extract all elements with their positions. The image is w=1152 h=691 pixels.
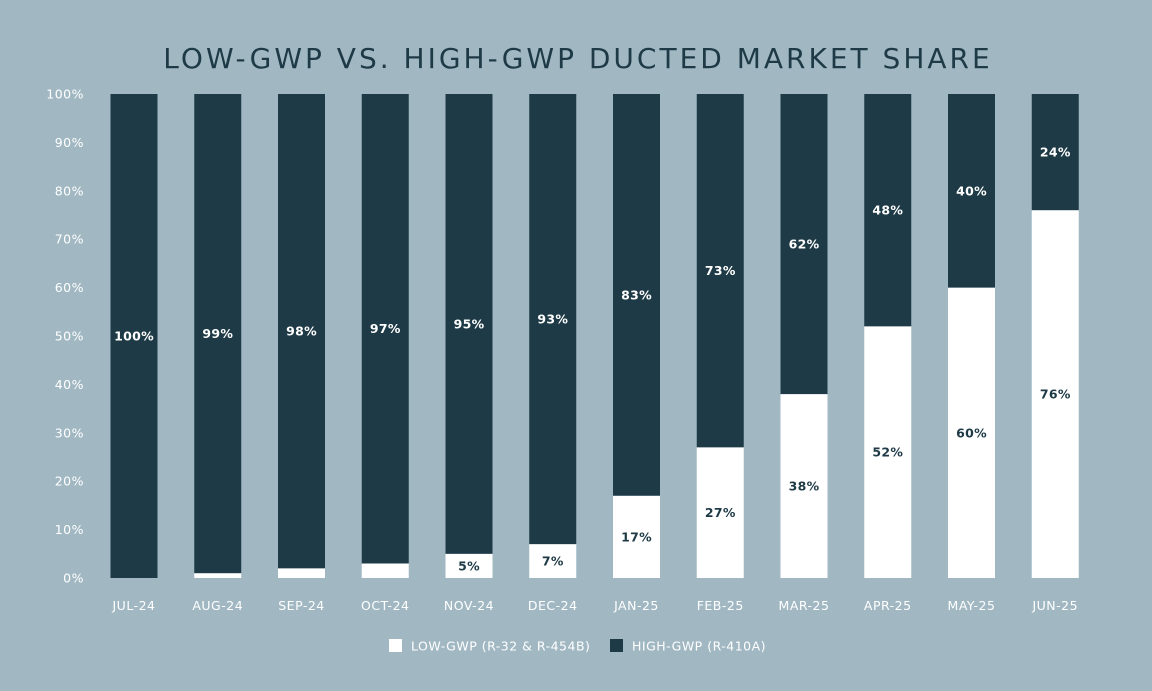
legend-item-low-gwp: LOW-GWP (R-32 & R-454B) [389,639,590,654]
data-label-low-gwp: 52% [872,445,903,460]
bar-segment-high-gwp [529,94,577,545]
data-label-low-gwp: 27% [705,505,736,520]
data-label-high-gwp: 97% [370,321,401,336]
x-axis: JUL-24 AUG-24 SEP-24 OCT-24 NOV-24 DEC-24 JAN-… [112,598,1078,613]
x-tick-label: JUN-25 [1031,598,1078,613]
data-label-low-gwp: 7% [542,554,564,569]
bar-segment-high-gwp [278,94,325,569]
legend-swatch [610,639,623,652]
bar-segment-high-gwp [1031,94,1079,211]
data-label-high-gwp: 100% [114,329,154,344]
bar-segment-low-gwp [948,287,995,578]
y-tick-label: 100% [46,87,84,102]
y-tick-label: 0% [63,571,84,586]
data-label-low-gwp: 60% [956,425,987,440]
x-tick-label: MAR-25 [779,598,830,613]
x-tick-label: OCT-24 [361,598,409,613]
data-label-high-gwp: 99% [202,326,233,341]
chart-title: LOW-GWP VS. HIGH-GWP DUCTED MARKET SHARE [163,42,992,75]
bar-segment-high-gwp [948,94,995,288]
bar-segment-high-gwp [361,94,409,564]
y-tick-label: 60% [55,280,84,295]
x-tick-label: DEC-24 [528,598,578,613]
x-tick-label: AUG-24 [192,598,243,613]
data-label-low-gwp: 5% [458,558,480,573]
bar-segment-high-gwp [613,94,660,496]
data-label-high-gwp: 95% [454,316,485,331]
bar-segment-low-gwp [613,495,660,578]
y-tick-label: 90% [55,135,84,150]
bar-segment-low-gwp [194,573,242,578]
data-label-low-gwp: 17% [621,529,652,544]
bar-segment-high-gwp [445,94,493,554]
data-label-high-gwp: 93% [537,312,568,327]
y-tick-label: 80% [55,183,84,198]
x-tick-label: MAY-25 [948,598,996,613]
y-tick-label: 50% [55,329,84,344]
data-label-high-gwp: 24% [1040,145,1071,160]
bar-segment-high-gwp [696,94,744,448]
bar-segment-low-gwp [1031,210,1079,578]
x-tick-label: JUL-24 [112,598,156,613]
x-tick-label: JAN-25 [613,598,659,613]
bar-segment-high-gwp [780,94,828,395]
bar-segment-high-gwp [110,94,158,578]
legend-label: HIGH-GWP (R-410A) [632,639,766,654]
x-tick-label: NOV-24 [444,598,494,613]
data-label-high-gwp: 73% [705,263,736,278]
x-tick-label: SEP-24 [278,598,325,613]
data-label-low-gwp: 76% [1040,387,1071,402]
bar-segment-low-gwp [445,553,493,578]
y-tick-label: 40% [55,377,84,392]
bar-segment-low-gwp [529,544,577,578]
bar-segment-low-gwp [696,447,744,578]
legend-label: LOW-GWP (R-32 & R-454B) [411,639,590,654]
bar-segment-low-gwp [278,568,325,578]
y-tick-label: 20% [55,474,84,489]
y-tick-label: 70% [55,232,84,247]
bar-segment-low-gwp [864,326,912,578]
data-label-high-gwp: 40% [956,183,987,198]
x-tick-label: APR-25 [864,598,912,613]
data-label-high-gwp: 62% [789,237,820,252]
legend-item-high-gwp: HIGH-GWP (R-410A) [610,639,766,654]
data-label-high-gwp: 48% [872,203,903,218]
bar-segment-high-gwp [864,94,912,327]
legend-swatch [389,639,402,652]
legend: LOW-GWP (R-32 & R-454B) HIGH-GWP (R-410A) [389,639,766,654]
y-axis: 0% 10% 20% 30% 40% 50% 60% 70% 80% 90% 100% [46,87,84,586]
y-tick-label: 30% [55,425,84,440]
bar-group: 100% 99% 98% 97% 95% 5% 93% 7% 83% 17% 73% 27% 62% 38… [110,94,1079,578]
bar-segment-low-gwp [780,394,828,578]
x-tick-label: FEB-25 [697,598,744,613]
bar-segment-high-gwp [194,94,242,574]
y-tick-label: 10% [55,522,84,537]
data-label-low-gwp: 38% [789,479,820,494]
data-label-high-gwp: 83% [621,287,652,302]
bar-segment-low-gwp [361,563,409,578]
data-label-high-gwp: 98% [286,324,317,339]
